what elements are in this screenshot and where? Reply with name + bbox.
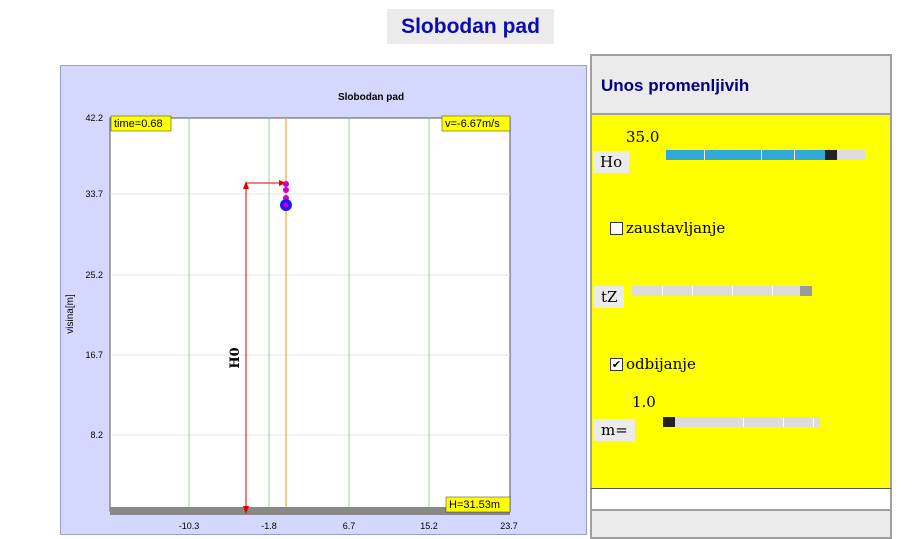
tz-slider[interactable] <box>632 286 812 296</box>
h0-slider[interactable] <box>666 150 865 160</box>
slider-tick <box>732 286 733 296</box>
slider-tick <box>743 417 744 427</box>
x-tick-label: -10.3 <box>179 521 200 531</box>
controls-header: Unos promenljivih <box>590 54 892 115</box>
h0-label: Ho <box>593 151 630 173</box>
y-tick-label: 8.2 <box>90 430 103 440</box>
h0-arrow-head-right <box>279 180 286 186</box>
slider-tick <box>783 417 784 427</box>
x-tick-label: -1.8 <box>261 521 277 531</box>
stop-checkbox-row[interactable]: zaustavljanje <box>610 219 725 237</box>
slider-tick <box>692 286 693 296</box>
app-title-box: Slobodan pad <box>387 9 554 44</box>
slider-tick <box>813 417 814 427</box>
velocity-readout-box <box>441 115 511 132</box>
m-label: m= <box>594 419 635 441</box>
x-tick-label: 23.7 <box>500 521 518 531</box>
plot-panel: Slobodan pad H0 42.2 33.7 25.2 16.7 8.2 … <box>60 65 587 535</box>
controls-gap <box>590 489 892 509</box>
height-readout-box <box>445 496 511 513</box>
h0-arrow-head-top <box>243 181 249 189</box>
plot-area <box>109 117 511 512</box>
y-axis-label: visina[m] <box>65 294 76 334</box>
y-tick-label: 25.2 <box>85 270 103 280</box>
controls-title: Unos promenljivih <box>601 76 750 95</box>
h0-slider-fill <box>666 150 825 160</box>
y-tick-label: 33.7 <box>85 189 103 199</box>
slider-tick <box>772 286 773 296</box>
bounce-checkbox-row[interactable]: ✔ odbijanje <box>610 355 696 373</box>
plot-canvas: Slobodan pad H0 42.2 33.7 25.2 16.7 8.2 … <box>65 92 518 531</box>
ball-marker <box>283 202 289 208</box>
tz-slider-thumb[interactable] <box>800 286 812 296</box>
time-readout: time=0.68 <box>114 118 163 130</box>
h0-axis-label: H0 <box>228 347 243 368</box>
slider-tick <box>662 286 663 296</box>
plot-title: Slobodan pad <box>338 92 404 103</box>
stop-checkbox[interactable] <box>610 221 623 235</box>
time-readout-box <box>110 115 172 132</box>
tz-label: tZ <box>594 286 625 308</box>
m-slider[interactable] <box>663 417 820 427</box>
h0-arrow-head-bottom <box>243 506 249 514</box>
bounce-label: odbijanje <box>626 355 696 373</box>
slider-tick <box>761 150 762 160</box>
controls-panel: Unos promenljivih 35.0 Ho zaustavljanje … <box>590 54 892 539</box>
velocity-readout: v=-6.67m/s <box>445 118 500 130</box>
x-tick-label: 6.7 <box>343 521 356 531</box>
trail-dot <box>283 187 289 193</box>
slider-tick <box>794 150 795 160</box>
controls-footer <box>590 509 892 539</box>
stop-label: zaustavljanje <box>626 219 726 237</box>
h0-value: 35.0 <box>626 128 660 146</box>
m-slider-thumb[interactable] <box>663 417 675 427</box>
bounce-checkbox[interactable]: ✔ <box>610 357 623 371</box>
x-tick-label: 15.2 <box>420 521 438 531</box>
h0-slider-thumb[interactable] <box>825 150 837 160</box>
controls-body: 35.0 Ho zaustavljanje tZ ✔ odbijanje 1.0 <box>590 115 892 489</box>
y-tick-label: 42.2 <box>85 113 103 123</box>
slider-tick <box>704 150 705 160</box>
height-readout: H=31.53m <box>449 499 500 511</box>
app-title: Slobodan pad <box>401 14 540 38</box>
ground-bar <box>110 507 510 515</box>
m-value: 1.0 <box>632 393 656 411</box>
y-tick-label: 16.7 <box>85 350 103 360</box>
trail-dot <box>283 181 289 187</box>
